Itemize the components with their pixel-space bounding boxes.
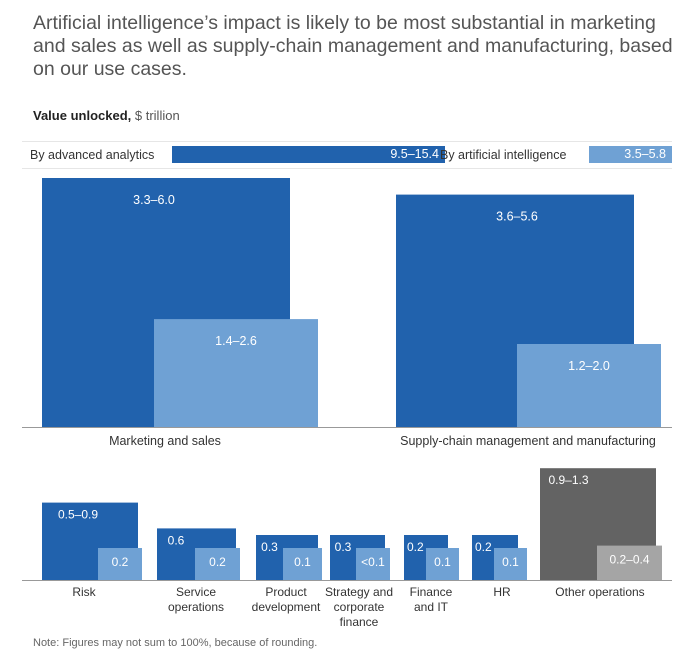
data-label-ai: 0.1 (294, 555, 311, 569)
category-label: operations (168, 600, 224, 614)
category-label: Marketing and sales (109, 434, 221, 448)
legend: By advanced analytics 9.5–15.4 By artifi… (22, 141, 672, 169)
data-label-ai: 0.1 (434, 555, 451, 569)
data-label-analytics: 0.6 (168, 533, 185, 547)
category-label: Strategy and (325, 585, 393, 599)
bar-ai (517, 344, 661, 427)
chart-title: Artificial intelligence’s impact is like… (33, 12, 673, 80)
data-label-analytics: 3.6–5.6 (496, 210, 538, 224)
category-label: Finance (410, 585, 453, 599)
bar-ai (98, 548, 142, 580)
data-label-ai: 1.4–2.6 (215, 334, 257, 348)
legend-bar-analytics: 9.5–15.4 (172, 146, 445, 163)
bar-ai (494, 548, 527, 580)
data-label-ai: 0.2–0.4 (609, 553, 649, 567)
category-label: finance (340, 615, 379, 629)
data-label-analytics: 0.5–0.9 (58, 508, 98, 522)
bar-ai (283, 548, 322, 580)
category-label: HR (493, 585, 511, 599)
footnote: Note: Figures may not sum to 100%, becau… (33, 637, 318, 649)
data-label-analytics: 0.2 (475, 540, 492, 554)
bar-ai (154, 319, 318, 427)
bar-ai (426, 548, 459, 580)
legend-bar-ai: 3.5–5.8 (589, 146, 672, 163)
category-label: Other operations (555, 585, 644, 599)
category-label: and IT (414, 600, 449, 614)
legend-label-analytics: By advanced analytics (30, 148, 155, 162)
data-label-analytics: 0.3 (335, 540, 352, 554)
bar-ai (356, 548, 390, 580)
data-label-analytics: 0.3 (261, 540, 278, 554)
subtitle-unit: $ trillion (134, 108, 180, 123)
legend-label-ai: By artificial intelligence (440, 148, 567, 162)
subtitle-bold: Value unlocked, (33, 108, 132, 123)
category-label: Risk (72, 585, 96, 599)
category-label: Supply-chain management and manufacturin… (400, 434, 656, 448)
category-label: Service (176, 585, 216, 599)
data-label-ai: 0.2 (112, 555, 129, 569)
data-label-ai: 0.1 (502, 555, 519, 569)
category-label: development (252, 600, 321, 614)
data-label-analytics: 3.3–6.0 (133, 193, 175, 207)
data-label-ai: 1.2–2.0 (568, 359, 610, 373)
category-label: Product (265, 585, 307, 599)
bar-ai (195, 548, 240, 580)
data-label-analytics: 0.9–1.3 (548, 473, 588, 487)
data-label-analytics: 0.2 (407, 540, 424, 554)
data-label-ai: <0.1 (361, 555, 385, 569)
data-label-ai: 0.2 (209, 555, 226, 569)
bar-ai (597, 545, 662, 580)
chart-subtitle: Value unlocked, $ trillion (33, 108, 180, 123)
category-label: corporate (334, 600, 385, 614)
